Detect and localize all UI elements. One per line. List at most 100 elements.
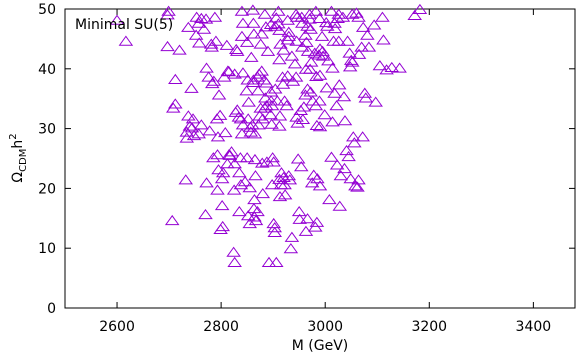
data-point: [264, 118, 279, 129]
data-point: [239, 36, 255, 47]
data-point: [189, 11, 204, 22]
data-point: [280, 70, 296, 81]
data-point: [203, 38, 219, 49]
data-point: [206, 152, 221, 163]
data-point: [208, 35, 224, 46]
data-point: [302, 13, 317, 24]
data-point: [354, 41, 369, 52]
data-point: [237, 176, 253, 187]
data-point: [118, 35, 134, 46]
data-point: [349, 7, 364, 18]
data-point: [227, 68, 242, 79]
data-point: [322, 194, 337, 205]
data-point: [330, 12, 345, 23]
data-point: [284, 50, 300, 61]
data-point: [321, 55, 336, 66]
data-point: [384, 61, 400, 73]
data-point: [336, 91, 352, 102]
data-point: [276, 44, 291, 55]
data-point: [201, 71, 216, 82]
data-point: [246, 28, 262, 39]
data-point: [348, 180, 363, 191]
data-point: [242, 182, 258, 193]
x-tick-label: 2800: [203, 319, 239, 335]
data-point: [266, 156, 281, 167]
data-point: [300, 45, 316, 56]
data-point: [232, 167, 247, 178]
data-point: [312, 43, 328, 54]
data-point: [279, 100, 294, 111]
data-point: [164, 214, 180, 226]
data-point: [191, 128, 207, 139]
data-point: [202, 125, 217, 136]
y-tick-label: 0: [47, 301, 56, 317]
y-tick-label: 30: [38, 122, 56, 138]
data-point: [344, 8, 360, 19]
data-point: [335, 11, 351, 22]
data-point: [254, 65, 269, 76]
data-point: [239, 85, 254, 96]
data-point: [246, 74, 261, 85]
data-point: [109, 14, 125, 25]
data-point: [372, 60, 388, 71]
data-point: [234, 30, 250, 41]
data-point: [191, 37, 207, 48]
data-point: [300, 213, 315, 224]
data-point: [184, 122, 200, 133]
data-point: [292, 213, 307, 224]
data-point: [275, 78, 291, 89]
data-point: [194, 12, 209, 23]
data-point: [246, 76, 261, 87]
data-point: [412, 3, 428, 14]
data-point: [161, 5, 176, 16]
data-point: [220, 158, 235, 169]
data-point: [311, 49, 327, 60]
data-point: [263, 109, 278, 120]
data-point: [290, 117, 305, 128]
data-point: [351, 174, 366, 185]
data-point: [407, 9, 422, 20]
data-point: [255, 188, 271, 199]
data-point: [272, 54, 287, 65]
data-point: [341, 150, 356, 162]
data-point: [361, 41, 377, 52]
data-point: [168, 73, 183, 84]
data-point: [184, 82, 199, 93]
data-point: [160, 40, 175, 52]
data-point: [234, 5, 250, 16]
data-point: [212, 109, 228, 120]
data-point: [331, 79, 347, 90]
data-point: [226, 184, 242, 195]
data-point: [227, 256, 242, 267]
data-point: [312, 180, 328, 191]
y-tick-label: 10: [38, 241, 56, 257]
data-point: [379, 64, 394, 75]
data-point: [260, 45, 276, 56]
data-point: [181, 21, 196, 32]
data-point: [327, 22, 343, 34]
data-point: [243, 126, 259, 137]
data-point: [315, 50, 331, 61]
data-point: [216, 71, 232, 82]
data-point: [295, 113, 311, 125]
data-point: [231, 111, 247, 122]
data-point: [337, 162, 352, 174]
data-point: [270, 95, 285, 106]
data-point: [269, 256, 284, 267]
data-point: [280, 34, 296, 45]
x-axis-title: M (GeV): [292, 338, 349, 354]
axis-ticks: 2600 2800 3000 3200 3400 0 10 20 30 40 50: [38, 2, 575, 335]
data-point: [240, 113, 256, 124]
data-point: [312, 12, 327, 23]
data-point: [215, 220, 230, 232]
data-point: [337, 115, 353, 126]
data-point: [247, 153, 263, 165]
y-axis-title-tail: h: [10, 140, 26, 149]
data-point: [329, 100, 344, 111]
data-point: [368, 96, 383, 107]
data-point: [244, 51, 259, 62]
data-point: [325, 116, 340, 127]
data-point: [291, 205, 307, 217]
data-point: [250, 205, 265, 217]
y-axis-title-subscript: CDM: [18, 149, 29, 172]
